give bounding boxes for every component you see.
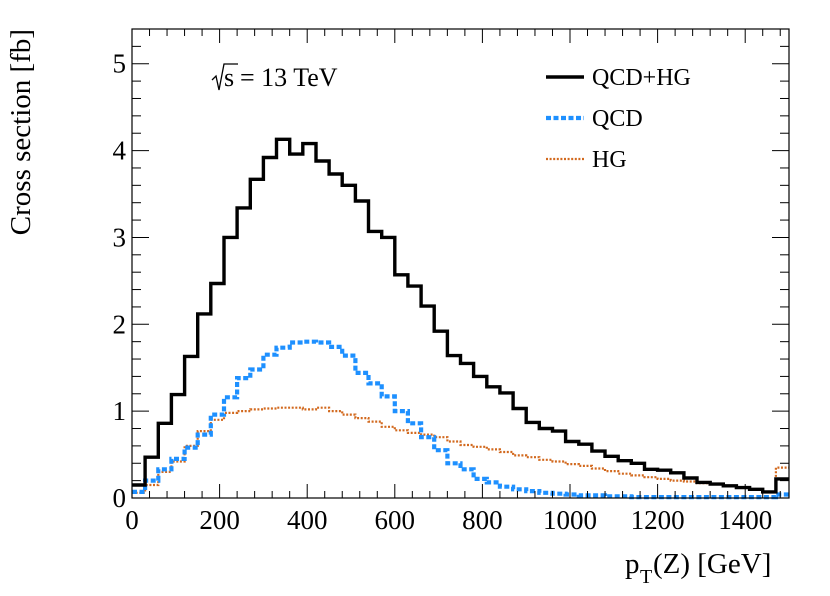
legend-label: HG	[592, 147, 627, 173]
y-tick-label: 3	[113, 222, 127, 252]
y-tick-label: 2	[113, 309, 127, 339]
legend-label: QCD+HG	[592, 65, 691, 91]
series-qcd-hg	[132, 137, 789, 494]
x-axis-label: p T (Z) [GeV]	[625, 548, 771, 588]
y-axis-label: Cross section [fb]	[5, 29, 37, 235]
x-axis-label-sub: T	[640, 566, 652, 588]
legend: QCD+HG QCD HG	[546, 65, 691, 173]
energy-annotation: s = 13 TeV	[211, 63, 338, 92]
y-tick-label: 1	[113, 396, 127, 426]
plot-frame	[131, 28, 790, 499]
y-tick-label: 4	[113, 136, 127, 166]
x-axis-label-rest: (Z) [GeV]	[653, 548, 771, 580]
x-tick-label: 600	[375, 505, 416, 535]
series-qcd	[132, 339, 789, 500]
legend-item: QCD	[546, 106, 643, 132]
x-tick-label: 0	[125, 505, 139, 535]
x-tick-label: 1400	[718, 505, 772, 535]
legend-label: QCD	[592, 106, 643, 132]
x-axis-label-p: p	[625, 548, 640, 580]
axes-layer: 0 200 400 600 800 1000 1200 1400 0 1 2 3 4 5	[113, 28, 789, 535]
y-tick-label: 5	[113, 49, 127, 79]
legend-item: HG	[546, 147, 627, 173]
y-tick-label: 0	[113, 483, 127, 513]
series-hg	[132, 406, 789, 494]
x-tick-label: 200	[199, 505, 240, 535]
series-layer	[132, 137, 789, 500]
x-tick-label: 400	[287, 505, 328, 535]
x-tick-label: 1000	[543, 505, 597, 535]
sqrt-sign	[211, 63, 238, 91]
x-tick-label: 800	[462, 505, 503, 535]
x-tick-label: 1200	[631, 505, 685, 535]
legend-item: QCD+HG	[546, 65, 691, 91]
annotation-energy: = 13 TeV	[240, 63, 338, 92]
annotation-sqrt-s: s	[224, 63, 234, 92]
